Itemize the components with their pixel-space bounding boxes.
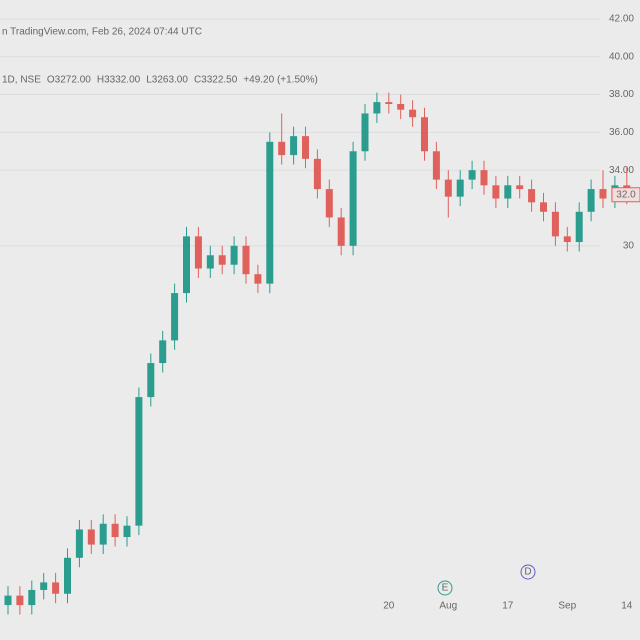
candle-body (361, 113, 369, 152)
candle-body (254, 274, 262, 284)
candle-body (194, 236, 202, 269)
candle-body (123, 525, 131, 538)
candle-body (159, 340, 167, 364)
y-tick-label: 38.00 (609, 89, 634, 100)
legend-item: 1D, NSE (2, 75, 41, 86)
candle-body (183, 236, 190, 294)
x-tick-label: 14 (621, 601, 633, 612)
event-label: D (524, 567, 531, 578)
candle-body (409, 109, 417, 118)
candle-body (290, 136, 298, 156)
x-tick-label: 17 (502, 601, 514, 612)
legend-item: L3263.00 (146, 75, 188, 86)
candle-body (432, 151, 440, 180)
candle-body (540, 202, 547, 212)
legend-item: C3322.50 (194, 75, 238, 86)
event-marker (437, 580, 453, 596)
candle-body (528, 189, 536, 203)
legend-item: O3272.00 (47, 75, 91, 86)
candle-body (28, 589, 36, 606)
y-tick-label: 40.00 (609, 51, 634, 62)
candle-body (551, 211, 559, 237)
y-tick-label: 36.00 (609, 127, 634, 138)
legend-item: H3332.00 (97, 75, 141, 86)
candle-body (87, 529, 95, 545)
candle-body (492, 185, 500, 199)
price-tag-label: 32.0 (616, 189, 636, 200)
candle-body (504, 185, 512, 199)
candle-body (147, 363, 155, 398)
candle-body (575, 211, 583, 243)
chart-source: n TradingView.com, Feb 26, 2024 07:44 UT… (2, 27, 202, 38)
y-tick-label: 34.00 (609, 165, 634, 176)
candle-body (599, 189, 607, 199)
candle-body (421, 117, 428, 152)
event-label: E (442, 583, 449, 594)
legend-item: +49.20 (+1.50%) (243, 75, 318, 86)
candle-body (135, 397, 143, 526)
candle-body (337, 217, 345, 246)
candle-body (206, 255, 214, 269)
y-tick-label: 30 (623, 240, 635, 251)
candle-body (52, 582, 60, 594)
candle-body (587, 189, 595, 212)
candle-body (171, 293, 179, 341)
candle-body (302, 136, 309, 159)
candle-body (242, 245, 250, 275)
candle-body (99, 523, 107, 545)
candle-body (373, 102, 381, 114)
y-tick-label: 42.00 (609, 14, 634, 25)
candle-body (278, 141, 286, 156)
candle-body (4, 595, 12, 606)
candle-body (444, 179, 452, 197)
candle-body (325, 189, 333, 218)
event-marker (520, 564, 536, 580)
candle-body (397, 104, 405, 110)
x-tick-label: Aug (439, 601, 457, 612)
x-tick-label: 20 (383, 601, 395, 612)
candle-body (64, 557, 71, 594)
candle-body (40, 582, 48, 590)
x-tick-label: Sep (558, 601, 576, 612)
candle-body (266, 141, 274, 284)
candle-body (456, 179, 464, 197)
candle-body (230, 245, 238, 265)
candle-body (480, 170, 488, 186)
candle-body (313, 158, 321, 190)
candle-body (218, 255, 226, 265)
candle-body (516, 185, 524, 190)
candle-body (16, 595, 24, 606)
candle-body (563, 236, 571, 243)
candle-body (111, 523, 119, 538)
candle-body (385, 102, 393, 104)
price-tag (611, 187, 640, 203)
ohlc-legend: 1D, NSE O3272.00 H3332.00 L3263.00 C3322.50 +… (2, 75, 318, 86)
candle-body (75, 529, 83, 558)
candle-body (468, 170, 476, 180)
candle-body (349, 151, 357, 246)
